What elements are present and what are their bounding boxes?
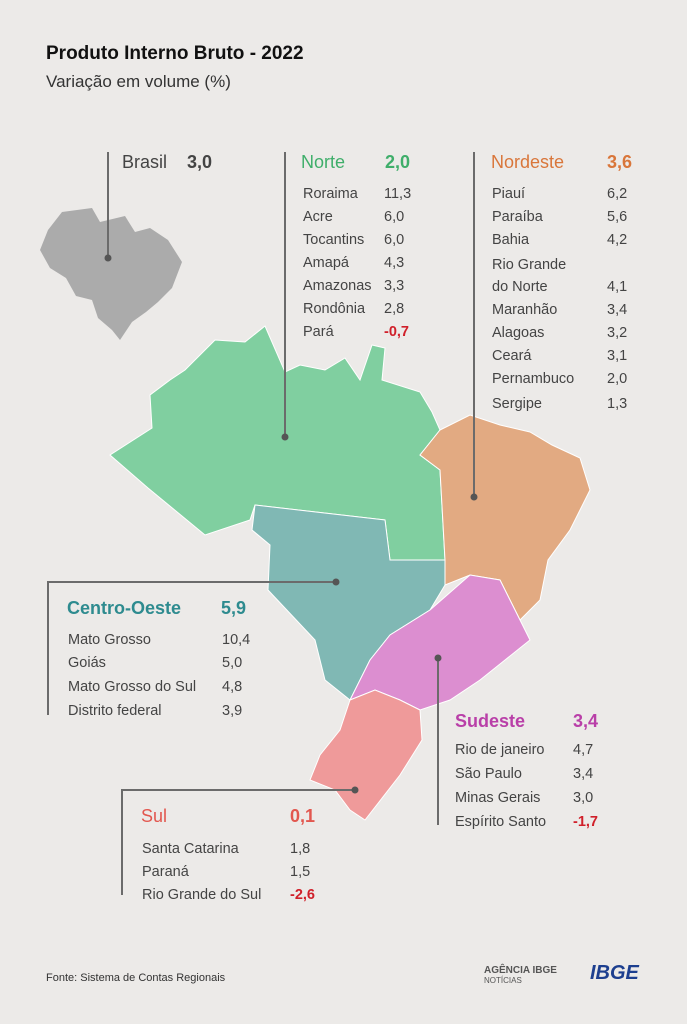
state-name: São Paulo xyxy=(455,766,522,782)
centro-oeste-value: 5,9 xyxy=(221,598,247,618)
state-name: Espírito Santo xyxy=(455,814,547,830)
marker-centro-oeste xyxy=(332,578,340,586)
state-name: Sergipe xyxy=(492,396,542,412)
state-value: 2,8 xyxy=(384,301,405,317)
state-name: Maranhão xyxy=(492,302,558,318)
state-name: Mato Grosso do Sul xyxy=(68,679,197,695)
state-value: 3,0 xyxy=(573,790,594,806)
state-name: Roraima xyxy=(303,186,358,202)
state-value: 5,6 xyxy=(607,209,628,225)
state-name: Amapá xyxy=(303,255,349,271)
state-value-negative: -2,6 xyxy=(290,887,315,903)
state-name: Mato Grosso xyxy=(68,632,151,648)
state-name: Pará xyxy=(303,324,334,340)
state-name: Alagoas xyxy=(492,325,545,341)
state-name: Santa Catarina xyxy=(142,841,239,857)
norte-label: Norte xyxy=(301,152,346,172)
region-sudeste xyxy=(348,574,531,711)
brasil-silhouette xyxy=(40,208,182,340)
state-name: Ceará xyxy=(492,348,532,364)
nordeste-label: Nordeste xyxy=(491,152,565,172)
state-value: 4,8 xyxy=(222,679,243,695)
state-name: Pernambuco xyxy=(492,371,575,387)
norte-value: 2,0 xyxy=(385,152,411,172)
agencia-ibge-logo: AGÊNCIA IBGE NOTÍCIAS xyxy=(484,966,557,986)
sul-value: 0,1 xyxy=(290,806,316,826)
state-value: 10,4 xyxy=(222,632,251,648)
leader-sul xyxy=(121,789,355,895)
state-name: Rio Grande do Sul xyxy=(142,887,262,903)
sudeste-value: 3,4 xyxy=(573,711,599,731)
ibge-logo: IBGE xyxy=(590,962,639,984)
agencia-ibge-text: AGÊNCIA IBGE xyxy=(484,965,557,976)
state-value: 4,3 xyxy=(384,255,405,271)
state-value: 6,0 xyxy=(384,232,405,248)
state-value: 1,8 xyxy=(290,841,311,857)
region-sul xyxy=(309,689,423,821)
source-note: Fonte: Sistema de Contas Regionais xyxy=(46,972,226,984)
state-value: 3,1 xyxy=(607,348,628,364)
state-name: Minas Gerais xyxy=(455,790,541,806)
marker-sudeste xyxy=(434,654,442,662)
marker-brasil xyxy=(104,254,112,262)
state-value: 4,2 xyxy=(607,232,628,248)
state-value: 2,0 xyxy=(607,371,628,387)
brasil-label: Brasil xyxy=(122,152,168,172)
sudeste-label: Sudeste xyxy=(455,711,526,731)
state-name: do Norte xyxy=(492,279,548,295)
state-name: Tocantins xyxy=(303,232,365,248)
leader-centro-oeste xyxy=(47,581,336,715)
state-value-negative: -1,7 xyxy=(573,814,598,830)
state-name: Rondônia xyxy=(303,301,366,317)
state-name: Goiás xyxy=(68,655,106,671)
state-name: Piauí xyxy=(492,186,526,202)
marker-sul xyxy=(351,786,359,794)
state-value: 1,5 xyxy=(290,864,311,880)
state-value: 6,0 xyxy=(384,209,405,225)
sul-label: Sul xyxy=(141,806,168,826)
state-name: Bahia xyxy=(492,232,530,248)
state-value: 5,0 xyxy=(222,655,243,671)
state-name: Rio Grande xyxy=(492,257,567,273)
state-value: 3,2 xyxy=(607,325,628,341)
brasil-value: 3,0 xyxy=(187,152,213,172)
page-subtitle: Variação em volume (%) xyxy=(46,72,231,91)
marker-nordeste xyxy=(470,493,478,501)
state-value: 11,3 xyxy=(384,186,412,202)
state-value: 3,9 xyxy=(222,703,243,719)
nordeste-value: 3,6 xyxy=(607,152,633,172)
marker-norte xyxy=(281,433,289,441)
page-title: Produto Interno Bruto - 2022 xyxy=(46,43,304,64)
state-value: 6,2 xyxy=(607,186,628,202)
state-name: Acre xyxy=(303,209,333,225)
state-name: Amazonas xyxy=(303,278,372,294)
state-value-negative: -0,7 xyxy=(384,324,409,340)
state-value: 4,7 xyxy=(573,742,594,758)
agencia-noticias-text: NOTÍCIAS xyxy=(484,976,522,985)
state-value: 3,4 xyxy=(607,302,628,318)
state-name: Rio de janeiro xyxy=(455,742,545,758)
centro-oeste-label: Centro-Oeste xyxy=(67,598,182,618)
region-nordeste xyxy=(419,414,591,621)
state-value: 4,1 xyxy=(607,279,628,295)
state-value: 3,4 xyxy=(573,766,594,782)
state-value: 1,3 xyxy=(607,396,628,412)
state-name: Paraíba xyxy=(492,209,543,225)
state-name: Paraná xyxy=(142,864,189,880)
state-name: Distrito federal xyxy=(68,703,162,719)
state-value: 3,3 xyxy=(384,278,405,294)
